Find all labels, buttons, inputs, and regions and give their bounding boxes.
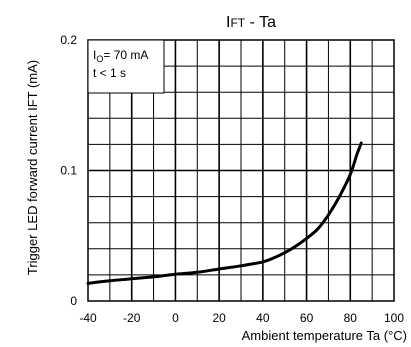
- plot-frame: [87, 39, 395, 302]
- x-axis-label: Ambient temperature Ta (°C): [242, 328, 407, 343]
- series-line: [86, 141, 363, 285]
- y-tick-label: 0.1: [60, 164, 77, 178]
- y-tick-labels: 0 0.1 0.2: [60, 33, 77, 308]
- condition-current-rest: = 70 mA: [103, 48, 148, 62]
- x-tick-label: 80: [344, 311, 358, 325]
- chart-title-rest: - Ta: [245, 14, 276, 31]
- chart-title: IFT - Ta: [226, 14, 276, 31]
- condition-current: IO= 70 mA: [93, 48, 148, 64]
- x-tick-label: -40: [79, 311, 97, 325]
- x-tick-label: 40: [256, 311, 270, 325]
- y-tick-label: 0.2: [60, 33, 77, 47]
- condition-time: t < 1 s: [93, 66, 126, 80]
- x-tick-labels: -40 -20 0 20 40 60 80 100: [79, 311, 404, 325]
- x-tick-label: -20: [123, 311, 141, 325]
- condition-box: IO= 70 mA t < 1 s: [87, 39, 165, 94]
- x-tick-label: 20: [212, 311, 226, 325]
- y-axis-label: Trigger LED forward current IFT (mA): [25, 60, 40, 275]
- chart-title-sub: FT: [230, 16, 245, 30]
- grid: [88, 40, 394, 301]
- x-tick-label: 60: [300, 311, 314, 325]
- x-tick-label: 100: [384, 311, 404, 325]
- condition-current-sub: O: [96, 54, 103, 64]
- y-tick-label: 0: [70, 294, 77, 308]
- condition-box-bg: [87, 39, 165, 94]
- x-tick-label: 0: [172, 311, 179, 325]
- condition-current-main: I: [93, 48, 96, 62]
- chart-title-main: I: [226, 14, 230, 31]
